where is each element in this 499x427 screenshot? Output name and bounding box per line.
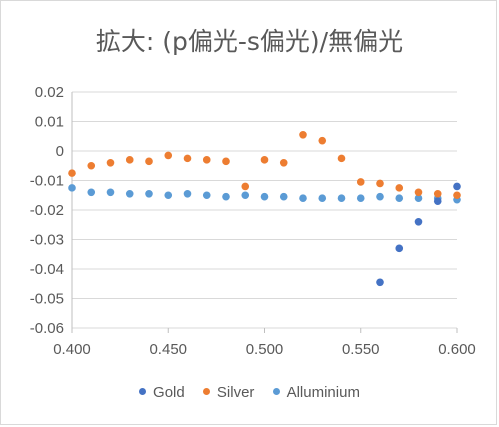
axes: 0.02 0.01 0 -0.01 -0.02 -0.03 -0.04 -0.05 -0.06 0… — [30, 84, 476, 358]
data-point-alluminium — [222, 192, 230, 201]
legend-marker-alluminium — [272, 388, 280, 395]
data-point-alluminium — [202, 191, 211, 200]
legend-label-silver: Silver — [216, 384, 255, 401]
data-point-alluminium — [356, 194, 365, 202]
data-point-silver — [202, 156, 211, 164]
data-point-alluminium — [164, 191, 173, 200]
data-point-silver — [87, 161, 96, 170]
data-point-silver — [183, 154, 192, 163]
legend: Gold Silver Alluminium — [0, 384, 499, 401]
data-point-alluminium — [183, 189, 192, 198]
data-point-silver — [145, 157, 153, 166]
data-point-silver — [318, 136, 327, 145]
legend-label-gold: Gold — [153, 384, 185, 401]
legend-item-gold: Gold — [139, 384, 185, 401]
data-point-alluminium — [145, 189, 153, 198]
x-tick-label: 0.400 — [53, 341, 91, 358]
data-point-alluminium — [414, 194, 423, 202]
data-point-alluminium — [279, 192, 288, 201]
legend-marker-gold — [139, 388, 147, 395]
data-point-alluminium — [241, 191, 250, 200]
data-point-alluminium — [68, 184, 76, 192]
data-point-alluminium — [395, 194, 404, 202]
data-point-silver — [222, 157, 230, 166]
data-point-silver — [241, 182, 250, 191]
data-point-alluminium — [337, 194, 346, 202]
data-points — [68, 130, 461, 287]
data-point-silver — [260, 156, 269, 164]
y-tick-label: -0.06 — [30, 320, 64, 337]
x-tick-label: 0.500 — [246, 341, 284, 358]
data-point-silver — [376, 179, 384, 188]
data-point-silver — [337, 154, 346, 163]
chart-title: 拡大: (p偏光-s偏光)/無偏光 — [95, 27, 404, 56]
data-point-silver — [125, 156, 134, 164]
data-point-silver — [414, 188, 423, 197]
y-tick-label: 0.02 — [35, 84, 64, 101]
data-point-alluminium — [260, 192, 269, 201]
data-point-alluminium — [106, 188, 115, 197]
data-point-gold — [376, 278, 384, 287]
legend-label-alluminium: Alluminium — [286, 384, 360, 401]
data-point-alluminium — [125, 189, 134, 198]
data-point-gold — [414, 218, 423, 226]
x-tick-label: 0.450 — [149, 341, 187, 358]
y-tick-label: 0.01 — [35, 114, 64, 131]
data-point-gold — [453, 182, 461, 191]
x-tick-label: 0.600 — [438, 341, 476, 358]
data-point-gold — [433, 197, 442, 205]
legend-item-alluminium: Alluminium — [272, 384, 360, 401]
y-tick-label: -0.04 — [30, 261, 64, 278]
data-point-silver — [299, 130, 307, 139]
data-point-alluminium — [299, 194, 307, 202]
legend-marker-silver — [202, 388, 210, 395]
data-point-silver — [453, 191, 461, 200]
data-point-gold — [395, 244, 404, 253]
data-point-alluminium — [318, 194, 327, 202]
data-point-silver — [433, 189, 442, 198]
data-point-silver — [279, 159, 288, 167]
legend-item-silver: Silver — [202, 384, 255, 401]
data-point-silver — [164, 151, 173, 160]
x-tick-label: 0.550 — [342, 341, 380, 358]
data-point-silver — [395, 184, 404, 192]
y-tick-label: 0 — [56, 143, 64, 160]
data-point-silver — [106, 159, 115, 167]
y-tick-label: -0.02 — [30, 202, 64, 219]
y-tick-label: -0.01 — [30, 173, 64, 190]
data-point-alluminium — [87, 188, 96, 197]
y-tick-label: -0.05 — [30, 291, 64, 308]
y-tick-label: -0.03 — [30, 232, 64, 249]
data-point-silver — [68, 169, 76, 177]
gridlines — [72, 91, 457, 329]
data-point-alluminium — [376, 192, 384, 201]
data-point-silver — [356, 178, 365, 186]
